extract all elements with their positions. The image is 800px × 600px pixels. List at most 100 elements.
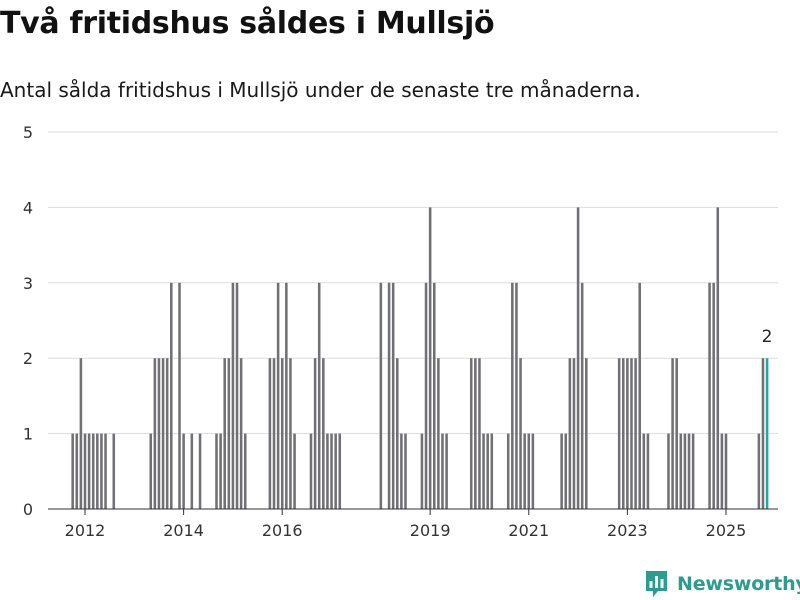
bar	[486, 433, 489, 509]
bar	[104, 433, 107, 509]
bar	[268, 358, 272, 509]
bar	[506, 433, 510, 509]
bar	[309, 433, 313, 509]
bar	[523, 433, 526, 509]
x-tick-label: 2012	[65, 521, 106, 540]
bar	[572, 358, 576, 509]
bar	[585, 358, 588, 509]
bar	[708, 282, 711, 509]
bar	[671, 358, 674, 509]
bar	[153, 358, 157, 509]
bar	[469, 358, 473, 509]
bar	[289, 358, 292, 509]
bar	[683, 433, 687, 509]
bar	[474, 358, 477, 509]
newsworthy-bar-chart-icon	[646, 571, 667, 597]
bar	[617, 358, 621, 509]
bar	[161, 358, 165, 509]
bar	[322, 358, 325, 509]
bar	[75, 433, 79, 509]
bar	[576, 207, 580, 509]
bar	[531, 433, 535, 509]
bar	[428, 207, 432, 509]
bar	[396, 358, 399, 509]
bar	[527, 433, 531, 509]
bar	[227, 358, 231, 509]
bar	[91, 433, 95, 509]
bar	[198, 433, 202, 509]
bar	[560, 433, 563, 509]
bar	[564, 433, 568, 509]
x-tick-label: 2023	[607, 521, 648, 540]
bar	[441, 433, 444, 509]
y-tick-label: 1	[23, 425, 33, 444]
data-labels: 2	[762, 327, 773, 347]
bar	[223, 358, 226, 509]
chart-subtitle: Antal sålda fritidshus i Mullsjö under d…	[0, 78, 641, 102]
bar	[100, 433, 103, 509]
bar	[687, 433, 691, 509]
bar	[432, 282, 436, 509]
bar	[326, 433, 329, 509]
bar	[757, 433, 761, 509]
bar	[112, 433, 116, 509]
grid-lines	[48, 131, 778, 435]
data-label: 2	[762, 327, 773, 347]
bar	[157, 358, 161, 509]
bars	[71, 207, 769, 509]
y-tick-label: 5	[23, 123, 33, 142]
x-axis: 2012 2014 2016 2019 2021 2023 2025	[48, 508, 778, 540]
y-tick-label: 3	[23, 274, 33, 293]
bar	[338, 433, 342, 509]
bar	[515, 282, 518, 509]
bar	[400, 433, 403, 509]
newsworthy-logo: Newsworthy	[644, 569, 800, 599]
bar	[215, 433, 218, 509]
brand-name: Newsworthy	[677, 573, 800, 595]
bar	[293, 433, 296, 509]
chart-title: Två fritidshus såldes i Mullsjö	[0, 6, 495, 41]
bar	[379, 282, 383, 509]
x-tick-label: 2019	[410, 521, 451, 540]
bar	[667, 433, 670, 509]
bar	[691, 433, 695, 509]
bar	[761, 358, 765, 509]
bar	[445, 433, 448, 509]
bar	[404, 433, 407, 509]
bar	[642, 433, 646, 509]
bar	[519, 358, 522, 509]
x-tick-label: 2025	[706, 521, 747, 540]
bar	[511, 282, 514, 509]
bar	[478, 358, 481, 509]
y-tick-label: 4	[23, 198, 33, 217]
bar	[334, 433, 337, 509]
bar	[239, 358, 243, 509]
bar	[634, 358, 637, 509]
bar	[675, 358, 678, 509]
y-tick-label: 0	[23, 500, 33, 519]
bar	[712, 282, 715, 509]
bar	[638, 282, 641, 509]
bar	[424, 282, 428, 509]
bar	[330, 433, 333, 509]
bar	[190, 433, 194, 509]
bar	[724, 433, 728, 509]
bar	[231, 282, 235, 509]
bar	[626, 358, 629, 509]
bar	[280, 358, 284, 509]
y-tick-label: 2	[23, 349, 33, 368]
bar	[580, 282, 584, 509]
bar	[96, 433, 99, 509]
bar	[165, 358, 169, 509]
bar	[243, 433, 247, 509]
bar	[83, 433, 87, 509]
x-tick-label: 2021	[508, 521, 549, 540]
bar	[149, 433, 153, 509]
bar	[272, 358, 276, 509]
bar	[387, 282, 391, 509]
bar	[170, 282, 173, 509]
bar	[182, 433, 185, 509]
bar	[420, 433, 424, 509]
bar	[437, 358, 440, 509]
